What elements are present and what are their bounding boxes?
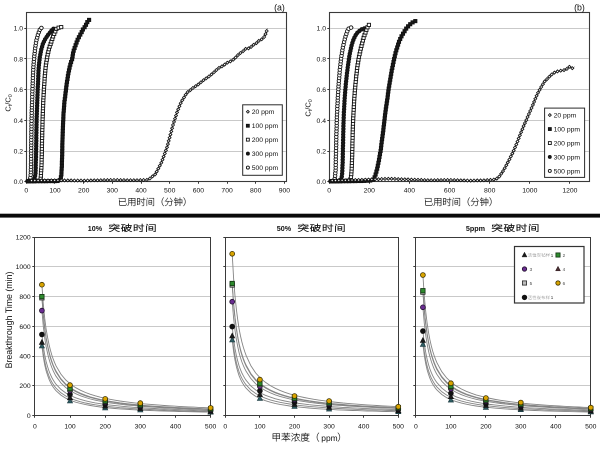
svg-text:100: 100: [254, 423, 266, 430]
svg-text:500 ppm: 500 ppm: [252, 165, 279, 172]
svg-text:1: 1: [551, 295, 554, 300]
svg-text:1000: 1000: [522, 188, 537, 195]
svg-text:0: 0: [414, 423, 418, 430]
svg-text:6: 6: [563, 281, 566, 286]
svg-text:0.0: 0.0: [14, 179, 24, 186]
svg-text:50%: 50%: [277, 224, 292, 233]
svg-text:400: 400: [404, 188, 416, 195]
svg-text:300 ppm: 300 ppm: [554, 154, 581, 161]
svg-text:100 ppm: 100 ppm: [554, 126, 581, 133]
svg-text:400: 400: [19, 354, 31, 361]
svg-text:0: 0: [223, 423, 227, 430]
svg-text:0.2: 0.2: [317, 149, 327, 156]
svg-text:5: 5: [530, 281, 533, 286]
svg-text:0: 0: [27, 413, 31, 420]
svg-text:0: 0: [24, 188, 28, 195]
svg-text:1.0: 1.0: [14, 26, 24, 33]
svg-text:1: 1: [551, 253, 554, 258]
svg-text:600: 600: [444, 188, 456, 195]
svg-text:200 ppm: 200 ppm: [252, 137, 279, 144]
svg-text:800: 800: [484, 188, 496, 195]
svg-text:Breakthrough Time (min): Breakthrough Time (min): [4, 272, 14, 369]
svg-text:0.4: 0.4: [317, 118, 327, 125]
svg-text:100: 100: [445, 423, 457, 430]
svg-text:300: 300: [107, 188, 119, 195]
svg-text:2: 2: [563, 253, 566, 258]
svg-text:200: 200: [289, 423, 301, 430]
svg-text:(a): (a): [274, 3, 285, 13]
svg-text:0.6: 0.6: [14, 87, 24, 94]
svg-text:200: 200: [19, 383, 31, 390]
svg-text:1.0: 1.0: [317, 26, 327, 33]
svg-text:400: 400: [170, 423, 182, 430]
svg-text:200: 200: [480, 423, 492, 430]
svg-text:100 ppm: 100 ppm: [252, 123, 279, 130]
svg-text:500: 500: [205, 423, 217, 430]
svg-text:100: 100: [49, 188, 61, 195]
svg-text:0: 0: [33, 423, 37, 430]
svg-text:10%: 10%: [88, 224, 103, 233]
svg-text:20 ppm: 20 ppm: [554, 113, 577, 120]
svg-text:900: 900: [279, 188, 291, 195]
svg-text:200 ppm: 200 ppm: [554, 140, 581, 147]
svg-text:400: 400: [358, 423, 370, 430]
svg-text:Ct/C0: Ct/C0: [4, 94, 15, 111]
svg-text:0.0: 0.0: [317, 179, 327, 186]
svg-text:200: 200: [364, 188, 376, 195]
svg-text:700: 700: [221, 188, 233, 195]
svg-text:600: 600: [193, 188, 205, 195]
svg-text:4: 4: [563, 267, 566, 272]
svg-text:0.6: 0.6: [317, 87, 327, 94]
svg-text:200: 200: [78, 188, 90, 195]
svg-text:100: 100: [64, 423, 76, 430]
svg-text:200: 200: [100, 423, 112, 430]
svg-text:300 ppm: 300 ppm: [252, 151, 279, 158]
svg-text:500 ppm: 500 ppm: [554, 168, 581, 175]
svg-text:0.4: 0.4: [14, 118, 24, 125]
svg-text:0: 0: [327, 188, 331, 195]
svg-text:0.8: 0.8: [14, 56, 24, 63]
svg-text:400: 400: [135, 188, 147, 195]
svg-text:800: 800: [250, 188, 262, 195]
svg-text:500: 500: [393, 423, 405, 430]
svg-text:500: 500: [585, 423, 597, 430]
svg-text:600: 600: [19, 324, 31, 331]
svg-text:1200: 1200: [562, 188, 577, 195]
svg-text:0.8: 0.8: [317, 56, 327, 63]
svg-text:300: 300: [323, 423, 335, 430]
svg-text:400: 400: [550, 423, 562, 430]
svg-text:(b): (b): [574, 3, 585, 13]
svg-text:1000: 1000: [16, 264, 31, 271]
svg-text:500: 500: [164, 188, 176, 195]
svg-text:1200: 1200: [16, 235, 31, 242]
svg-text:20 ppm: 20 ppm: [252, 109, 275, 116]
svg-text:Ct/C0: Ct/C0: [304, 99, 315, 116]
svg-text:300: 300: [135, 423, 147, 430]
svg-text:300: 300: [515, 423, 527, 430]
svg-text:3: 3: [530, 267, 533, 272]
svg-text:5ppm: 5ppm: [466, 224, 485, 233]
svg-text:0.2: 0.2: [14, 149, 24, 156]
svg-text:ppm: ppm: [321, 433, 337, 443]
svg-text:800: 800: [19, 294, 31, 301]
